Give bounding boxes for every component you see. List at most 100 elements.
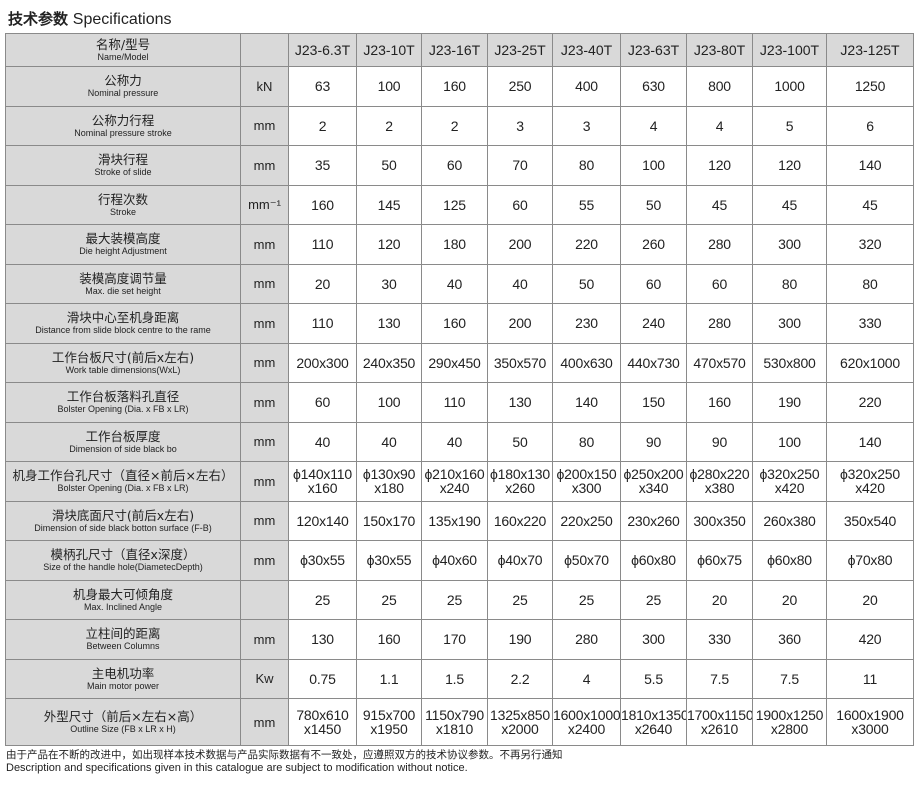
unit-cell: mm xyxy=(240,461,289,502)
value-cell: ϕ50x70 xyxy=(552,540,621,581)
name-cell: 行程次数 Stroke xyxy=(5,184,241,225)
value-cell: 6 xyxy=(826,105,914,146)
value-cell: 20 xyxy=(752,579,827,620)
unit-cell: mm xyxy=(240,342,289,383)
value-cell: 160 xyxy=(421,66,488,107)
value-cell: 80 xyxy=(552,145,621,186)
value-cell: 2.2 xyxy=(487,658,553,699)
name-zh: 行程次数 xyxy=(97,191,148,207)
value-cell: 25 xyxy=(421,579,488,620)
value-cell: ϕ130x90 x180 xyxy=(356,461,422,502)
value-cell: 35 xyxy=(288,145,357,186)
notes: 由于产品在不断的改进中，如出现样本技术数据与产品实际数据有不一致处，应遵照双方的… xyxy=(6,749,563,775)
name-zh: 立柱间的距离 xyxy=(85,626,161,642)
value-cell: 160 xyxy=(686,382,753,423)
name-cell: 机身工作台孔尺寸（直径×前后×左右） Bolster Opening (Dia. … xyxy=(5,461,241,502)
value-cell: 620x1000 xyxy=(826,342,914,383)
value-cell: ϕ60x80 xyxy=(752,540,827,581)
name-en: Stroke xyxy=(109,206,136,217)
value-cell: 420 xyxy=(826,619,914,660)
value-cell: 1150x790 x1810 xyxy=(421,698,488,746)
spec-table: 名称/型号 Name/Model J23-6.3T J23-10T J23-16T J23… xyxy=(5,33,914,746)
value-cell: 915x700 x1950 xyxy=(356,698,422,746)
title-en: Specifications xyxy=(72,11,172,28)
value-cell: 25 xyxy=(620,579,687,620)
value-cell: 350x540 xyxy=(826,500,914,541)
spec-row: 滑块行程 Stroke of slide mm 35 50 60 70 80 100 120 120… xyxy=(5,145,914,186)
name-zh: 机身工作台孔尺寸（直径×前后×左右） xyxy=(12,468,234,484)
value-cell: 120 xyxy=(752,145,827,186)
header-zh: 名称/型号 xyxy=(95,37,151,52)
value-cell: 160x220 xyxy=(487,500,553,541)
name-zh: 工作台板尺寸(前后x左右) xyxy=(51,349,195,365)
note-en: Description and specifications given in … xyxy=(6,762,468,774)
model-header: J23-40T xyxy=(552,33,621,67)
value-cell: 330 xyxy=(686,619,753,660)
spec-row: 工作台板尺寸(前后x左右) Work table dimensions(WxL) m… xyxy=(5,342,914,383)
unit-cell: Kw xyxy=(240,658,289,699)
value-cell: 60 xyxy=(288,382,357,423)
unit-cell: mm xyxy=(240,698,289,746)
name-en: Bolster Opening (Dia. x FB x LR) xyxy=(57,404,189,415)
value-cell: 1810x1350 x2640 xyxy=(620,698,687,746)
model-header: J23-6.3T xyxy=(288,33,357,67)
value-cell: ϕ180x130 x260 xyxy=(487,461,553,502)
value-cell: ϕ140x110 x160 xyxy=(288,461,357,502)
name-en: Dimension of side black botton surface (… xyxy=(34,522,212,533)
value-cell: ϕ250x200 x340 xyxy=(620,461,687,502)
spec-row: 工作台板厚度 Dimension of side black bo mm 40 40 40… xyxy=(5,421,914,462)
name-cell: 最大装模高度 Die height Adjustment xyxy=(5,224,241,265)
unit-cell: mm xyxy=(240,303,289,344)
model-header: J23-63T xyxy=(620,33,687,67)
value-cell: 1600x1900 x3000 xyxy=(826,698,914,746)
value-cell: 260 xyxy=(620,224,687,265)
name-cell: 工作台板尺寸(前后x左右) Work table dimensions(WxL) xyxy=(5,342,241,383)
value-cell: 30 xyxy=(356,263,422,304)
value-cell: 4 xyxy=(552,658,621,699)
spec-row: 装模高度调节量 Max. die set height mm 20 30 40 40 50 60… xyxy=(5,263,914,304)
value-cell: ϕ30x55 xyxy=(356,540,422,581)
unit-cell: mm⁻¹ xyxy=(240,184,289,225)
value-cell: 1250 xyxy=(826,66,914,107)
value-cell: 800 xyxy=(686,66,753,107)
value-cell: ϕ320x250 x420 xyxy=(752,461,827,502)
value-cell: 1.5 xyxy=(421,658,488,699)
value-cell: 220 xyxy=(826,382,914,423)
spec-row: 立柱间的距离 Between Columns mm 130 160 170 190 280 30… xyxy=(5,619,914,660)
name-en: Die height Adjustment xyxy=(79,246,167,257)
unit-header-cell xyxy=(240,33,289,67)
title: 技术参数 Specifications xyxy=(8,8,172,29)
value-cell: ϕ30x55 xyxy=(288,540,357,581)
value-cell: 2 xyxy=(356,105,422,146)
value-cell: 240x350 xyxy=(356,342,422,383)
model-header: J23-80T xyxy=(686,33,753,67)
value-cell: 45 xyxy=(752,184,827,225)
name-zh: 滑块底面尺寸(前后x左右) xyxy=(51,507,195,523)
table-body: 名称/型号 Name/Model J23-6.3T J23-10T J23-16T J23… xyxy=(5,33,914,746)
unit-cell: mm xyxy=(240,619,289,660)
value-cell: 4 xyxy=(620,105,687,146)
value-cell: 110 xyxy=(288,224,357,265)
value-cell: 300 xyxy=(752,303,827,344)
value-cell: 20 xyxy=(686,579,753,620)
value-cell: 50 xyxy=(487,421,553,462)
value-cell: 170 xyxy=(421,619,488,660)
name-zh: 工作台板落料孔直径 xyxy=(66,389,180,405)
value-cell: 11 xyxy=(826,658,914,699)
value-cell: 45 xyxy=(826,184,914,225)
unit-cell: mm xyxy=(240,145,289,186)
value-cell: 1700x1150 x2610 xyxy=(686,698,753,746)
value-cell: 130 xyxy=(487,382,553,423)
value-cell: 5.5 xyxy=(620,658,687,699)
value-cell: 630 xyxy=(620,66,687,107)
name-en: Work table dimensions(WxL) xyxy=(65,364,181,375)
value-cell: 20 xyxy=(288,263,357,304)
value-cell: 780x610 x1450 xyxy=(288,698,357,746)
value-cell: 60 xyxy=(487,184,553,225)
value-cell: ϕ60x75 xyxy=(686,540,753,581)
spec-row: 公称力 Nominal pressure kN 63 100 160 250 400 630 80… xyxy=(5,66,914,107)
unit-cell: mm xyxy=(240,105,289,146)
value-cell: ϕ280x220 x380 xyxy=(686,461,753,502)
value-cell: 7.5 xyxy=(752,658,827,699)
value-cell: 320 xyxy=(826,224,914,265)
